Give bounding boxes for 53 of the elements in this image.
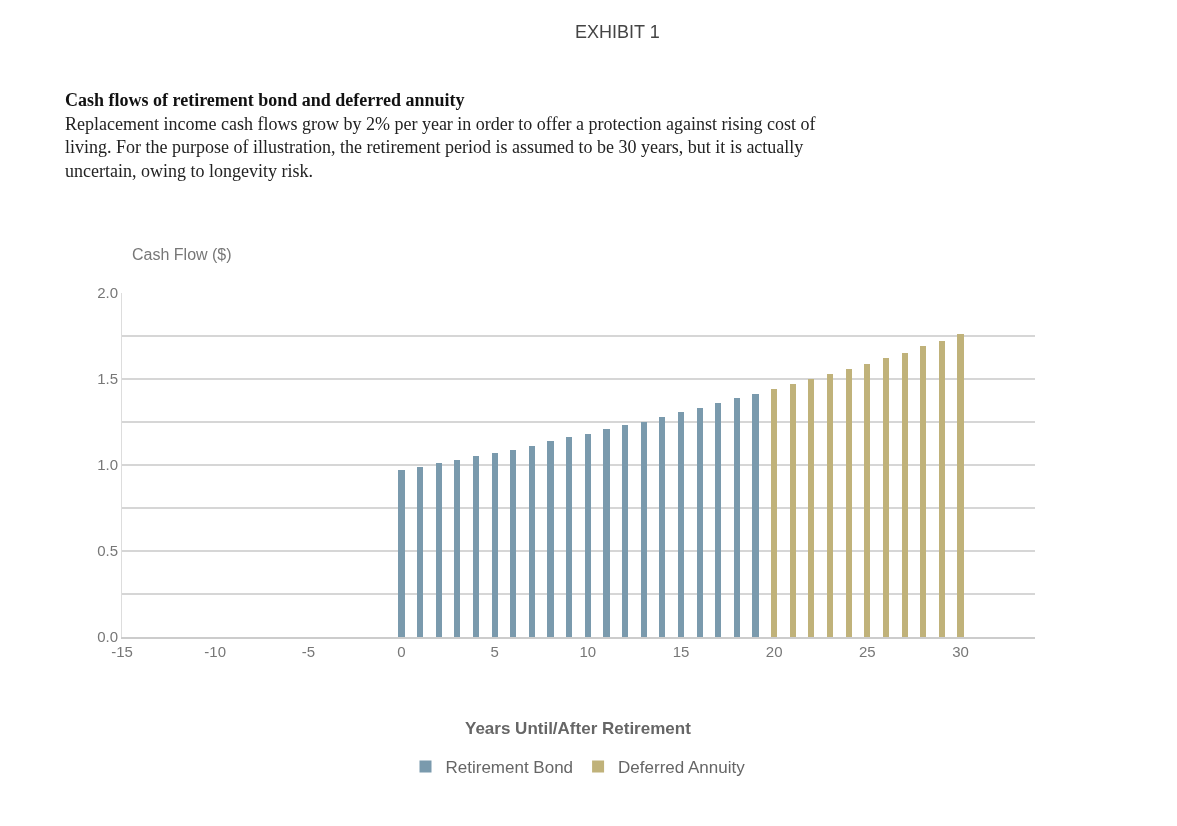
y-tick-label: 2.0 (97, 284, 118, 302)
bar (547, 441, 554, 637)
text: EXHIBIT 1 (575, 22, 660, 42)
bar (920, 346, 926, 637)
legend-label: Retirement Bond (445, 758, 574, 778)
bar (864, 364, 870, 637)
bar (603, 429, 610, 637)
bar (734, 398, 740, 637)
x-tick-label: -10 (204, 643, 226, 660)
legend-label: Deferred Annuity (618, 758, 746, 778)
x-tick-label: 20 (765, 643, 783, 660)
y-tick-label: 0.0 (97, 628, 118, 646)
bar (510, 450, 516, 637)
bar (622, 425, 628, 637)
bar (454, 460, 460, 637)
bar (771, 389, 777, 637)
y-tick-label: 0.5 (97, 542, 118, 560)
x-tick-label: 15 (672, 643, 690, 660)
x-tick-label: 0 (397, 643, 406, 660)
x-tick-label: -15 (111, 643, 133, 660)
bar (715, 403, 721, 637)
bar (827, 374, 833, 637)
x-tick-label: 5 (490, 643, 499, 660)
bar (473, 456, 479, 637)
bar (846, 369, 852, 637)
bar (436, 463, 442, 637)
bar (678, 412, 684, 637)
bar (902, 353, 908, 637)
x-tick-label: 30 (952, 643, 969, 660)
y-tick-label: 1.0 (97, 456, 118, 474)
y-axis-title: Cash Flow ($) (132, 246, 232, 263)
y-tick-label: 1.5 (97, 370, 118, 388)
x-tick-label: 25 (858, 643, 876, 660)
bar (790, 384, 796, 637)
bar (752, 394, 759, 637)
bar (883, 358, 889, 637)
x-axis-title: Years Until/After Retirement (465, 719, 692, 738)
x-tick-label: -5 (301, 643, 315, 660)
bar (659, 417, 665, 637)
chart-subtitle: Replacement income cash flows grow by 2% per year in order to offer a protection against rising cost of living. For the purpose of illustration, the retirement period is assumed to be 30 years, but it is actually uncertain, owing to longevity risk. (65, 114, 816, 181)
bar (641, 422, 647, 637)
bar (939, 341, 945, 637)
chart-title: Cash flows of retirement bond and deferred annuity (65, 90, 465, 110)
bar (492, 453, 498, 637)
bar (398, 470, 405, 637)
bar (957, 334, 964, 637)
bar (529, 446, 535, 637)
bar (697, 408, 703, 637)
bar (808, 379, 814, 637)
x-tick-label: 10 (579, 643, 597, 660)
bar (417, 467, 423, 637)
bar (566, 437, 572, 637)
bar (585, 434, 591, 637)
